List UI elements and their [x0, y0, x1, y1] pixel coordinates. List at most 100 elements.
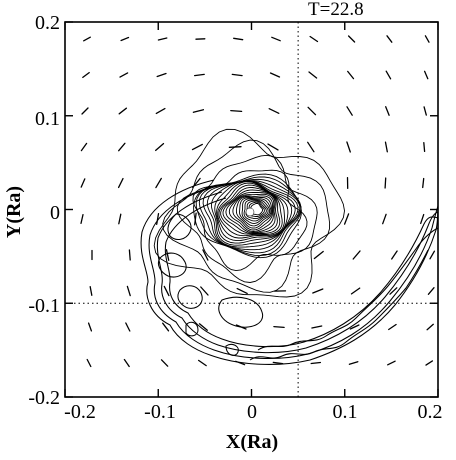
velocity-vector: [233, 37, 244, 41]
velocity-vector: [86, 358, 92, 368]
x-tick-label: 0.2: [418, 401, 443, 423]
velocity-vector: [346, 141, 351, 153]
velocity-vector: [81, 107, 89, 115]
velocity-vector: [388, 323, 397, 331]
vortex-contour: [225, 192, 276, 233]
velocity-vector: [117, 177, 124, 189]
central-vortex: [153, 128, 345, 298]
velocity-vector: [198, 323, 208, 331]
vortex-contour: [214, 180, 293, 244]
x-tick-label: -0.2: [64, 401, 96, 423]
contour-band-5: [185, 321, 199, 337]
velocity-vector: [312, 288, 324, 294]
velocity-vector: [310, 361, 322, 365]
velocity-vector: [309, 35, 319, 43]
contour-envelope-4: [164, 197, 439, 348]
velocity-vector: [427, 287, 435, 295]
contour-band-4: [218, 296, 264, 328]
velocity-vector: [192, 109, 205, 113]
vortex-contour: [235, 196, 273, 229]
velocity-vectors: [80, 35, 436, 368]
velocity-vector: [385, 106, 390, 116]
velocity-vector: [162, 322, 170, 332]
velocity-vector: [160, 359, 169, 367]
velocity-vector: [313, 250, 324, 260]
velocity-vector: [346, 106, 353, 116]
velocity-vector: [157, 37, 168, 41]
velocity-vector: [423, 70, 429, 80]
velocity-vector: [382, 213, 387, 225]
velocity-vector: [268, 108, 280, 114]
vortex-contour: [239, 197, 272, 227]
velocity-vector: [343, 213, 350, 225]
x-tick-labels: -0.2 -0.1 0 0.1 0.2: [64, 401, 442, 423]
velocity-vector: [349, 324, 360, 330]
velocity-vector: [231, 73, 243, 77]
velocity-vector: [165, 249, 170, 261]
vortex-contour: [241, 198, 271, 224]
velocity-vector: [126, 285, 131, 297]
y-tick-label: 0.2: [35, 12, 60, 34]
vortex-contour: [211, 180, 296, 246]
vortex-contour: [232, 195, 273, 231]
velocity-vector: [429, 250, 436, 260]
vortex-contour: [222, 189, 278, 234]
velocity-vector: [308, 71, 318, 79]
velocity-vector: [193, 73, 205, 77]
vortex-outer-contour: [153, 128, 345, 298]
contour-band-2: [157, 252, 187, 278]
velocity-vector: [269, 72, 281, 78]
velocity-vector: [156, 213, 160, 225]
velocity-vector: [89, 286, 93, 296]
x-tick-label: -0.1: [144, 401, 176, 423]
velocity-vector: [387, 360, 396, 366]
velocity-vector: [347, 35, 356, 43]
velocity-vector: [120, 36, 130, 42]
velocity-vector: [200, 286, 209, 296]
velocity-vector: [352, 250, 361, 260]
velocity-vector: [155, 177, 162, 189]
vortex-contour: [195, 176, 302, 257]
vortex-core: [245, 207, 255, 217]
x-tick-label: 0: [247, 401, 257, 423]
vortex-outer-contour: [176, 154, 318, 283]
velocity-vector: [119, 72, 129, 78]
velocity-vector: [80, 213, 84, 225]
vortex-contour: [202, 180, 301, 251]
velocity-vector: [267, 143, 279, 151]
y-tick-labels: 0.2 0.1 0 -0.1 -0.2: [28, 12, 60, 409]
velocity-vector: [123, 358, 130, 368]
velocity-vector: [391, 250, 398, 260]
velocity-vector: [348, 361, 359, 365]
contour-band-3: [177, 285, 203, 309]
velocity-vector: [197, 359, 207, 367]
vortex-contour: [243, 199, 269, 222]
velocity-vector: [384, 177, 387, 189]
tail-filament-2: [257, 227, 439, 351]
velocity-vector: [273, 325, 285, 329]
velocity-vector: [163, 285, 170, 297]
velocity-vector: [118, 142, 126, 152]
velocity-vector: [385, 70, 392, 80]
contour-band-6: [225, 343, 239, 356]
velocity-vector: [272, 361, 284, 365]
velocity-vector: [386, 35, 393, 43]
vortex-contour: [206, 180, 299, 248]
velocity-vector: [230, 109, 243, 113]
velocity-vector: [423, 106, 427, 116]
axis-ticks: [64, 21, 439, 398]
velocity-vector: [128, 249, 131, 261]
velocity-vector: [202, 249, 209, 261]
velocity-vector: [271, 36, 281, 42]
contour-envelope-2: [148, 185, 439, 360]
vortex-contour: [198, 178, 302, 254]
contour-band-1: [167, 213, 192, 241]
velocity-vector: [426, 323, 434, 331]
velocity-vector: [118, 213, 122, 225]
velocity-vector: [347, 70, 355, 80]
reference-lines: [65, 22, 438, 397]
velocity-vector: [80, 142, 88, 152]
velocity-vector: [125, 322, 131, 332]
velocity-vector: [424, 35, 430, 43]
